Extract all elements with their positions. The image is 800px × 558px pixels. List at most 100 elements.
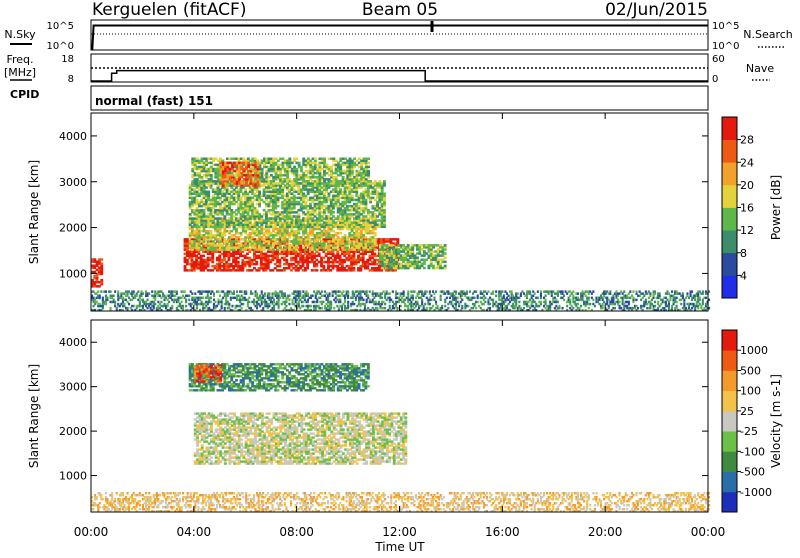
power-cell xyxy=(142,292,144,295)
power-cell xyxy=(191,307,193,310)
power-cell xyxy=(182,305,184,308)
power-cell xyxy=(383,180,386,183)
beam-title: Beam 05 xyxy=(362,0,438,20)
power-cell xyxy=(154,303,156,306)
power-cell xyxy=(353,267,356,270)
cpid-value: normal (fast) 151 xyxy=(95,94,213,108)
power-cell xyxy=(105,290,107,293)
power-cell xyxy=(288,158,291,161)
power-cell xyxy=(367,180,370,183)
power-cell xyxy=(210,174,213,177)
power-cell xyxy=(444,265,447,268)
power-cell xyxy=(218,290,220,293)
power-cell xyxy=(295,158,298,161)
power-cell xyxy=(213,292,215,295)
power-cell xyxy=(367,170,370,173)
power-cell xyxy=(219,295,221,298)
power-cell xyxy=(255,261,258,264)
power-cell xyxy=(117,290,119,293)
power-cell xyxy=(123,303,125,306)
freq-series-line xyxy=(91,71,708,81)
power-cell xyxy=(114,290,116,293)
power-cell xyxy=(100,290,102,293)
power-cell xyxy=(339,232,342,235)
power-cell xyxy=(133,290,135,293)
power-cell xyxy=(160,301,162,304)
power-cell xyxy=(207,191,210,194)
power-cell xyxy=(100,279,103,282)
power-cell xyxy=(318,253,321,256)
power-cell xyxy=(256,209,259,212)
power-cell xyxy=(102,297,104,300)
power-cell xyxy=(383,209,386,212)
power-cell xyxy=(184,290,186,293)
power-cell xyxy=(151,290,153,293)
power-cell xyxy=(244,188,247,191)
nsky-tick-low: 10^0 xyxy=(47,41,74,52)
power-cell xyxy=(188,299,190,302)
power-cell xyxy=(100,258,103,261)
power-cell xyxy=(444,244,447,247)
power-cell xyxy=(444,252,447,255)
power-cell xyxy=(191,292,193,295)
power-cell xyxy=(277,205,280,208)
power-cell xyxy=(106,297,108,300)
power-cell xyxy=(374,238,377,241)
power-cell xyxy=(258,191,261,194)
power-cell xyxy=(99,295,101,298)
nsearch-tick-high: 10^5 xyxy=(712,21,739,32)
nsky-label: N.Sky xyxy=(4,28,36,41)
power-cell xyxy=(337,248,340,251)
power-cell xyxy=(367,162,370,165)
power-cell xyxy=(237,261,240,264)
power-cell xyxy=(257,172,260,175)
power-cell xyxy=(97,290,99,293)
power-cell xyxy=(315,269,318,272)
power-cell xyxy=(224,307,226,310)
power-cell xyxy=(322,265,325,268)
power-cell xyxy=(233,290,235,293)
power-cell xyxy=(210,297,212,300)
power-cell xyxy=(396,238,399,241)
nsky-tick-high: 10^5 xyxy=(47,21,74,32)
power-cell xyxy=(168,301,170,304)
radar-title: Kerguelen (fitACF) xyxy=(92,0,246,20)
power-cell xyxy=(367,158,370,161)
power-cell xyxy=(219,217,222,220)
cpid-label: CPID xyxy=(10,88,39,101)
power-cell xyxy=(242,303,244,306)
power-cell xyxy=(228,303,230,306)
power-cell xyxy=(227,184,230,187)
power-cell xyxy=(185,299,187,302)
power-cell xyxy=(231,305,233,308)
nave-tick-high: 60 xyxy=(712,54,725,65)
power-cell xyxy=(241,307,243,310)
power-cell xyxy=(247,162,250,165)
power-cell xyxy=(257,162,260,165)
power-cell xyxy=(297,213,300,216)
power-cell xyxy=(323,158,326,161)
power-cell xyxy=(423,267,426,270)
power-cell xyxy=(133,305,135,308)
power-cell xyxy=(241,290,243,293)
power-cell xyxy=(202,297,204,300)
power-cell xyxy=(210,301,212,304)
power-cell xyxy=(128,303,130,306)
power-cell xyxy=(202,255,205,258)
power-cell xyxy=(304,248,307,251)
nsearch-label: N.Search xyxy=(743,28,793,41)
freq-label: Freq. xyxy=(6,53,33,66)
power-cell xyxy=(236,290,238,293)
nsearch-tick-low: 10^0 xyxy=(712,41,739,52)
power-cell xyxy=(185,305,187,308)
power-cell xyxy=(114,301,116,304)
power-cell xyxy=(285,259,288,262)
power-cell xyxy=(383,193,386,196)
power-cell xyxy=(272,248,275,251)
power-cell xyxy=(231,174,234,177)
power-cell xyxy=(332,211,335,214)
power-cell xyxy=(137,290,139,293)
